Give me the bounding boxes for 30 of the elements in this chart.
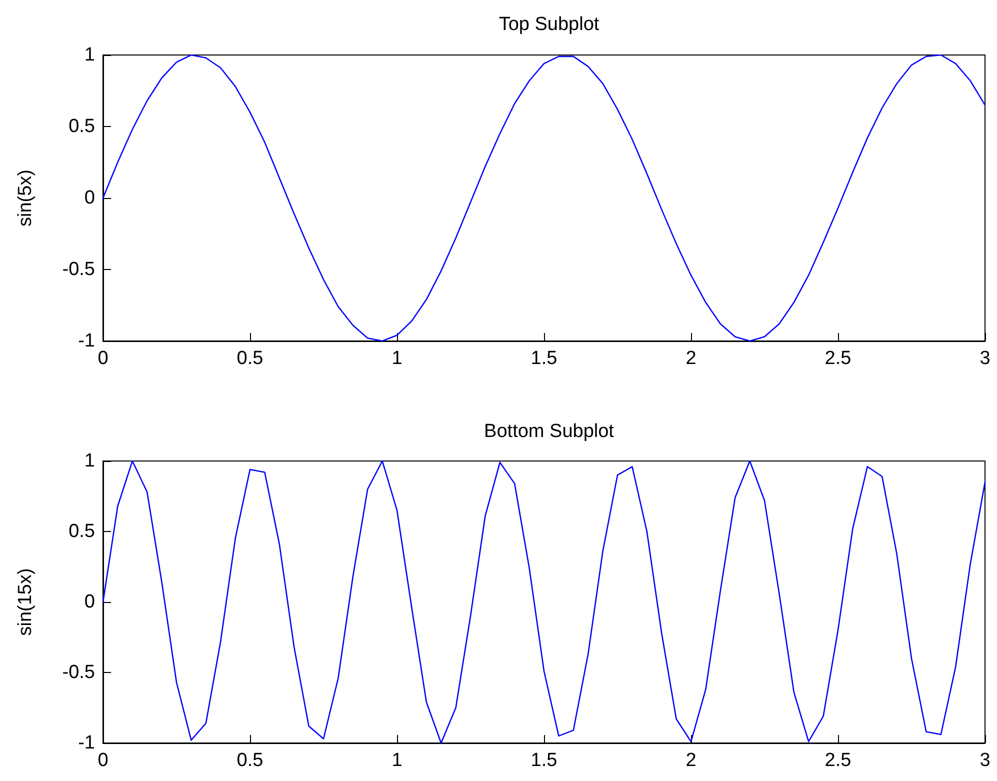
x-tick-label: 1 [392,750,402,770]
chart-title: Bottom Subplot [484,420,615,442]
x-tick-label: 2.5 [824,348,852,369]
x-tick-label: 0 [98,750,108,770]
y-tick-label: 0.5 [68,116,95,137]
x-tick-label: 1.5 [530,750,558,770]
x-tick-label: 0 [98,348,108,369]
x-tick-label: 2 [686,750,696,770]
x-tick-label: 2.5 [824,750,852,770]
y-tick-label: 0.5 [68,520,95,542]
y-axis-title: sin(5x) [15,169,36,227]
x-tick-label: 3 [980,348,990,369]
y-tick-label: 1 [84,450,95,471]
chart-title: Top Subplot [498,14,600,35]
x-tick-label: 0.5 [236,750,264,770]
x-tick-label: 2 [686,348,696,369]
y-tick-label: -0.5 [62,662,95,682]
y-tick-label: -0.5 [62,259,95,280]
x-tick-label: 0.5 [236,348,264,369]
y-axis-title: sin(15x) [15,568,36,636]
y-tick-label: 1 [84,44,95,66]
line-series [102,460,986,744]
y-tick-label: 0 [84,591,95,612]
x-tick-label: 1 [392,348,402,369]
y-tick-label: 0 [84,188,95,208]
y-tick-label: -1 [78,732,95,753]
x-tick-label: 3 [980,750,990,770]
y-tick-label: -1 [78,330,95,352]
line-series [102,54,986,342]
x-tick-label: 1.5 [530,348,558,369]
